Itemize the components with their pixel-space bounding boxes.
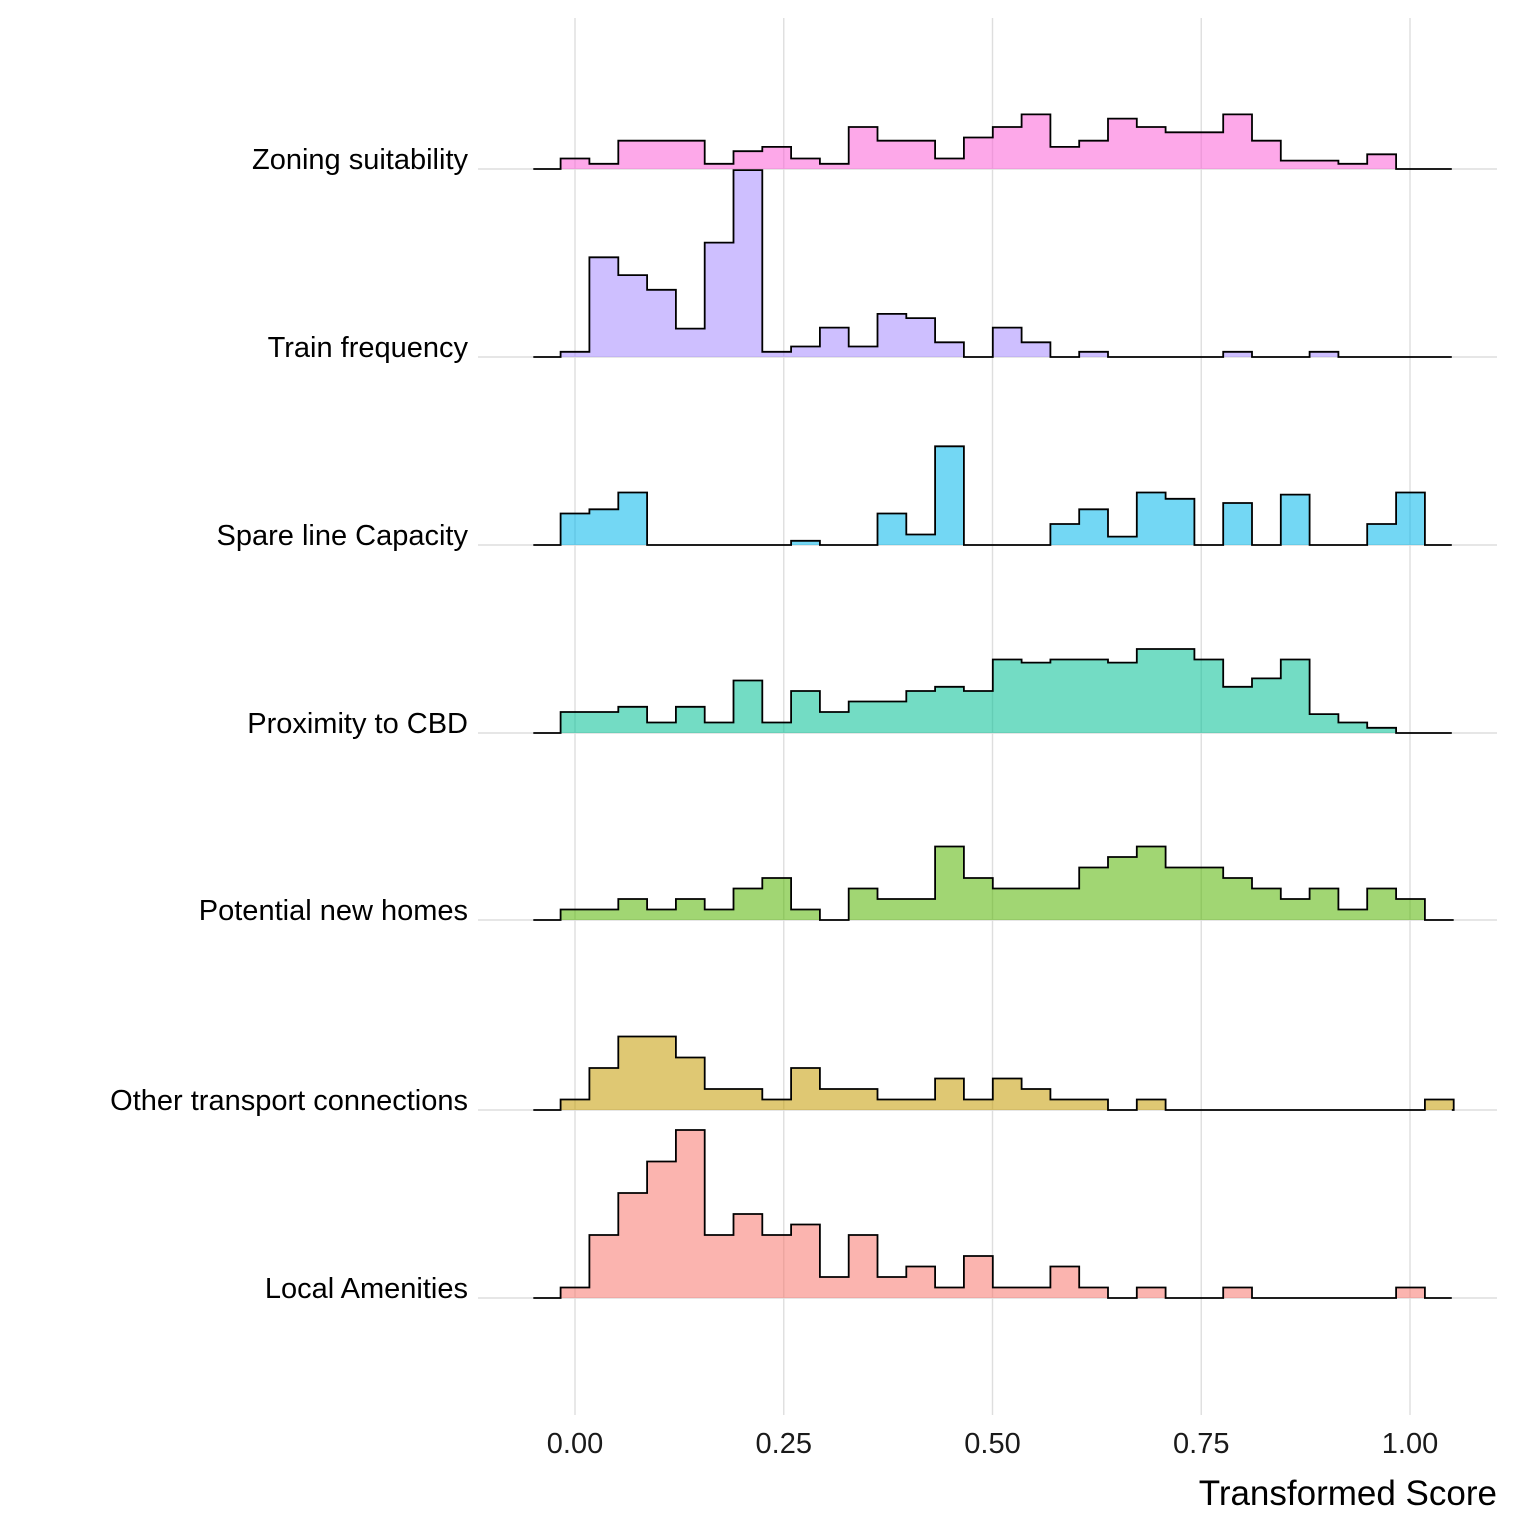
category-label: Spare line Capacity: [217, 520, 469, 552]
category-label: Potential new homes: [199, 895, 468, 927]
category-label: Train frequency: [268, 332, 469, 364]
ridge-layer: [533, 113, 1455, 1299]
ridge-outline: [533, 648, 1452, 734]
ridge-outline: [533, 445, 1452, 546]
ridge-local-amenities: [533, 1129, 1452, 1299]
ridge-outline: [533, 169, 1452, 358]
ridge-other-transport-connections: [533, 1035, 1455, 1111]
ridge-fill: [560, 1036, 1454, 1110]
ridge-outline: [533, 1129, 1452, 1299]
x-tick-label: 0.50: [964, 1428, 1020, 1460]
category-label: Zoning suitability: [252, 144, 468, 176]
x-tick-label: 0.00: [547, 1428, 603, 1460]
x-tick-label: 0.75: [1173, 1428, 1229, 1460]
ridge-outline: [533, 845, 1454, 921]
ridge-spare-line-capacity: [533, 445, 1452, 546]
ridge-fill: [560, 846, 1454, 920]
x-axis-ticks: 0.00 0.25 0.50 0.75 1.00: [547, 1428, 1438, 1460]
ridge-fill: [560, 114, 1397, 169]
ridge-outline: [533, 1035, 1455, 1111]
x-tick-label: 0.25: [756, 1428, 812, 1460]
ridge-proximity-to-cbd: [533, 648, 1452, 734]
ridge-fill: [560, 1130, 1425, 1298]
ridge-train-frequency: [533, 169, 1452, 358]
category-label: Local Amenities: [265, 1273, 468, 1305]
ridge-potential-new-homes: [533, 845, 1454, 921]
x-axis-title: Transformed Score: [1199, 1474, 1497, 1513]
category-label: Other transport connections: [110, 1085, 468, 1117]
category-label: Proximity to CBD: [247, 708, 468, 740]
x-tick-label: 1.00: [1382, 1428, 1438, 1460]
ridge-outline: [533, 113, 1452, 170]
ridge-zoning-suitability: [533, 113, 1452, 170]
ridge-fill: [560, 170, 1339, 357]
category-labels: Local Amenities Other transport connectio…: [110, 144, 468, 1305]
